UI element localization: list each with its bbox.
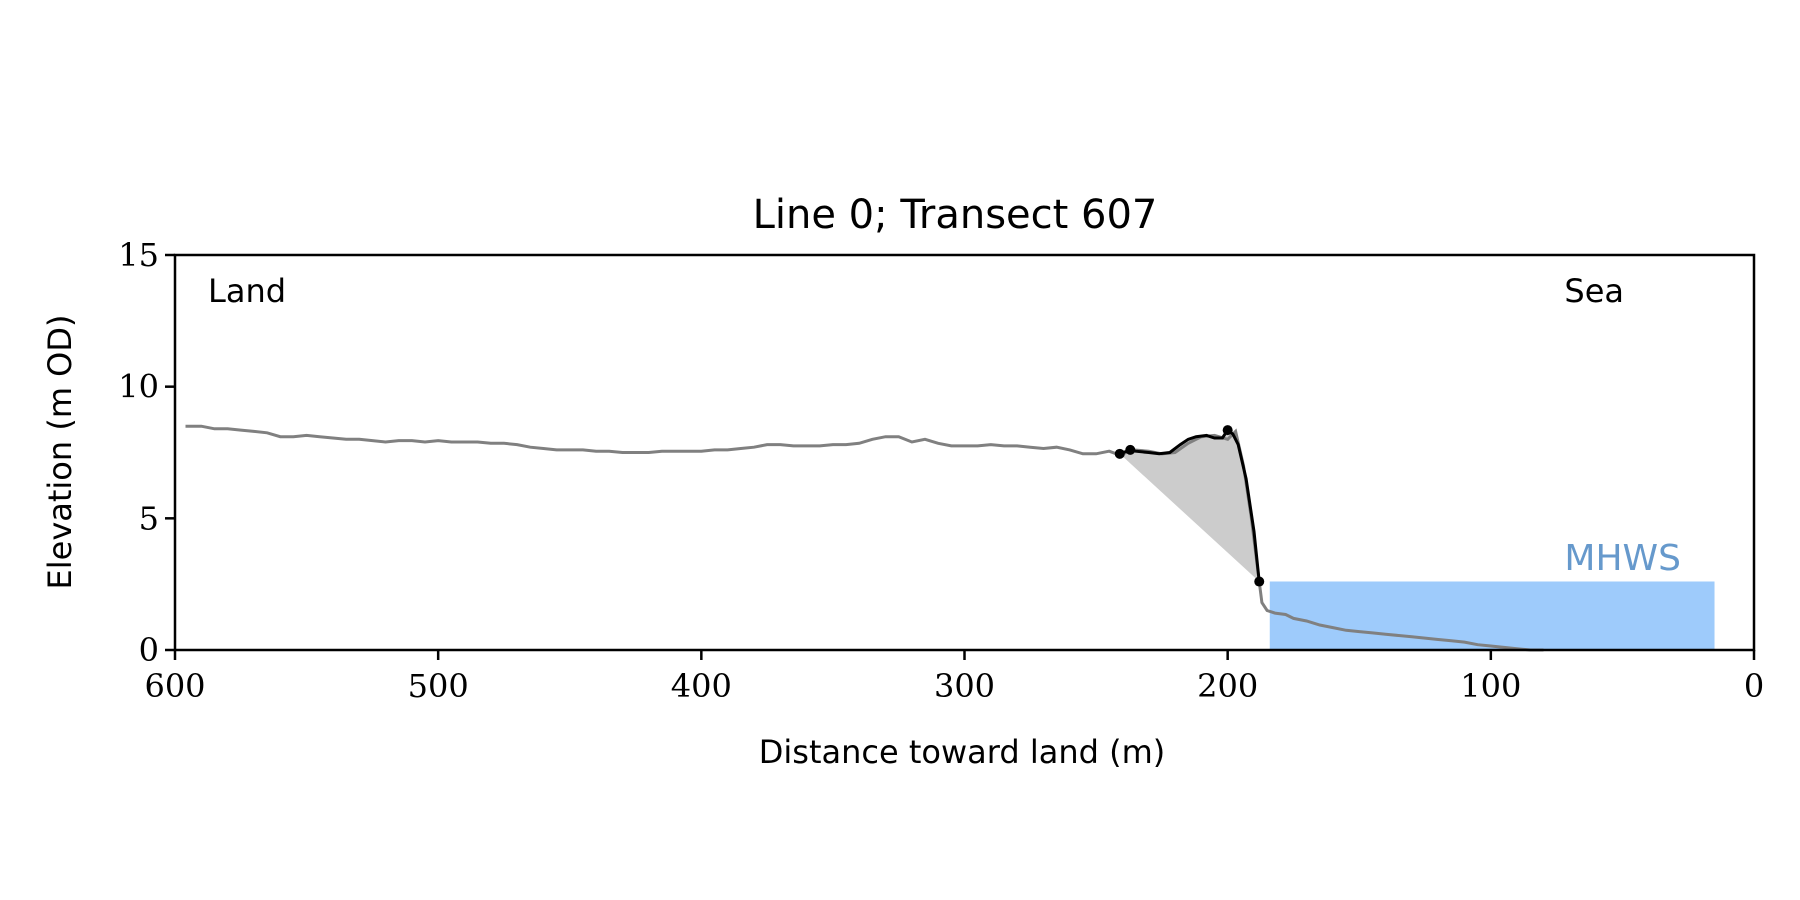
y-tick-label-1: 5 — [139, 499, 159, 537]
profile-line — [185, 424, 1544, 652]
x-tick-label-4: 200 — [1197, 667, 1258, 705]
dune-marker-1 — [1125, 444, 1136, 455]
x-tick-label-2: 400 — [671, 667, 732, 705]
y-tick-label-2: 10 — [118, 368, 159, 406]
dune-marker-3 — [1254, 576, 1265, 587]
dune-marker-0 — [1114, 448, 1125, 459]
x-tick-label-5: 100 — [1460, 667, 1521, 705]
dune-marker-2 — [1222, 425, 1233, 436]
mhws-label: MHWS — [1564, 538, 1681, 579]
dune-line — [1119, 427, 1261, 582]
y-tick-label-3: 15 — [118, 236, 159, 274]
x-axis-label: Distance toward land (m) — [759, 733, 1165, 771]
plot-area — [173, 253, 1756, 652]
x-tick-label-6: 0 — [1744, 667, 1764, 705]
y-axis-label: Elevation (m OD) — [41, 315, 79, 590]
mhws-band — [1269, 581, 1715, 650]
x-tick-label-1: 500 — [408, 667, 469, 705]
x-tick-label-0: 600 — [144, 667, 205, 705]
y-axis-ticks: 0 5 10 15 — [118, 236, 175, 669]
x-axis-ticks: 600 500 400 300 200 100 0 — [144, 650, 1764, 705]
chart-title: Line 0; Transect 607 — [753, 192, 1158, 238]
y-tick-label-0: 0 — [139, 631, 159, 669]
dune-markers — [1114, 425, 1265, 587]
x-tick-label-3: 300 — [934, 667, 995, 705]
land-annotation: Land — [208, 272, 286, 310]
dune-volume-shading — [1119, 430, 1260, 582]
sea-annotation: Sea — [1564, 272, 1624, 310]
